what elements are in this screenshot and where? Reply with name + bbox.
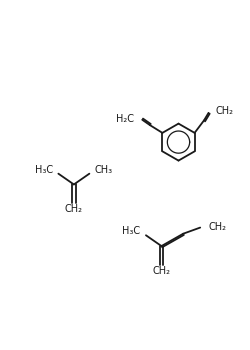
Text: CH₂: CH₂	[65, 204, 83, 214]
Text: CH₂: CH₂	[216, 106, 234, 116]
Text: H₃C: H₃C	[35, 165, 53, 175]
Text: CH₃: CH₃	[95, 165, 113, 175]
Text: H₃C: H₃C	[122, 226, 140, 236]
Text: CH₂: CH₂	[209, 222, 227, 232]
Text: H₂C: H₂C	[116, 114, 134, 124]
Text: CH₂: CH₂	[152, 266, 170, 276]
